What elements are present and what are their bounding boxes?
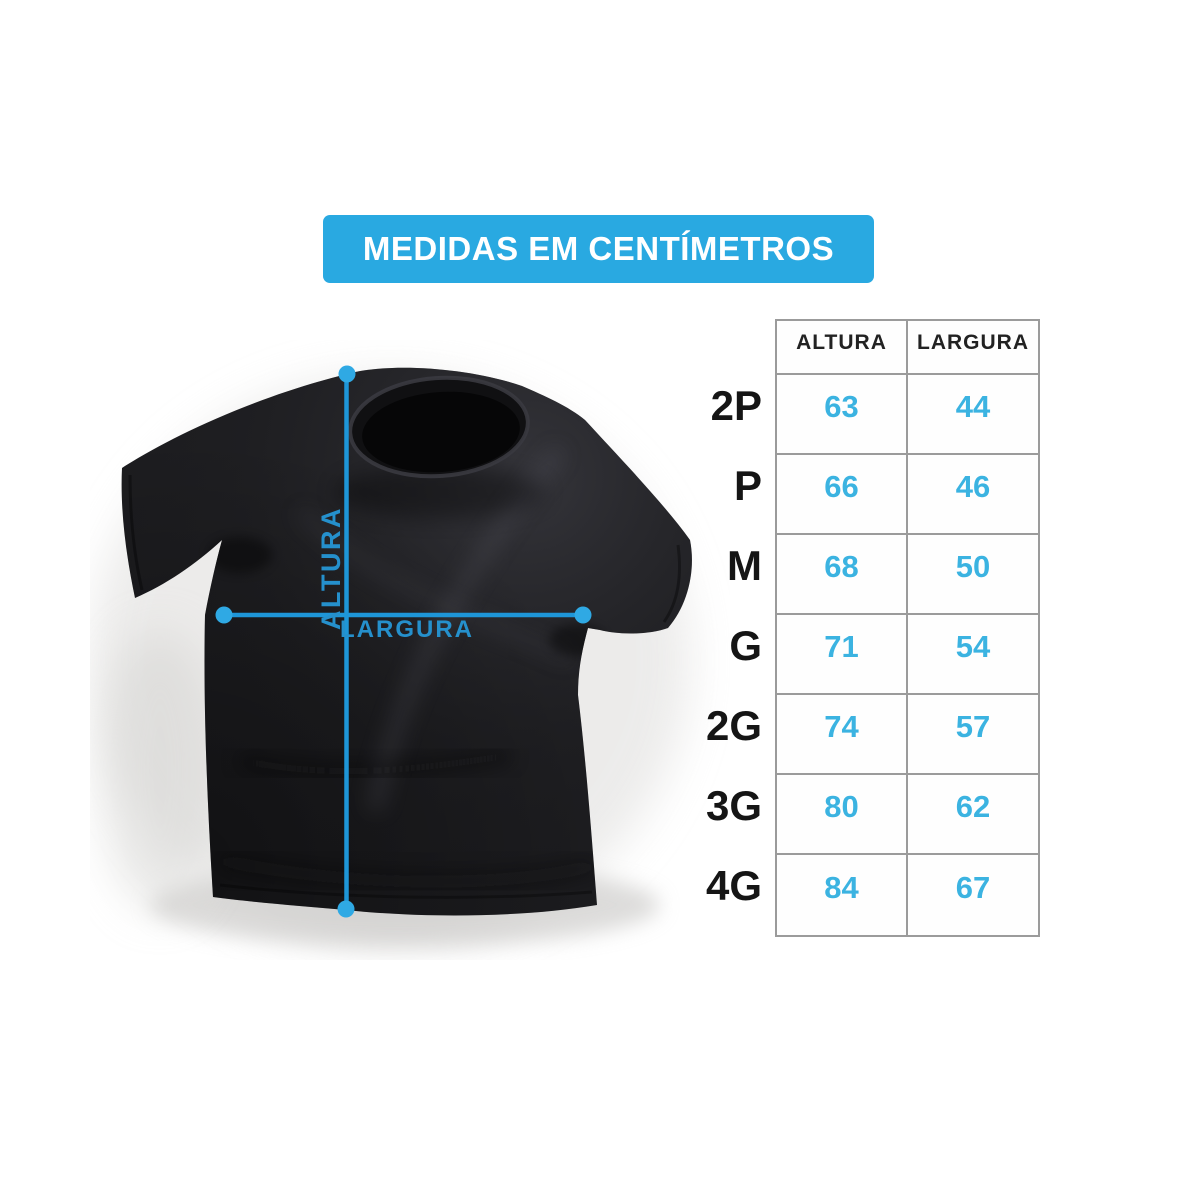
page-title: MEDIDAS EM CENTÍMETROS: [362, 230, 835, 267]
largura-line-right-dot: [574, 606, 592, 624]
cell-p-largura: 46: [908, 455, 1038, 535]
altura-line-bottom-dot: [337, 900, 355, 918]
column-header-altura: ALTURA: [777, 321, 908, 375]
size-label-g: G: [729, 622, 762, 669]
tshirt-collar: [348, 375, 530, 479]
altura-line-label: ALTURA: [316, 506, 346, 630]
size-label-2g: 2G: [705, 702, 762, 749]
altura-line-top-dot: [338, 365, 356, 383]
cell-2g-altura: 74: [777, 695, 908, 775]
size-label-m: M: [727, 542, 762, 589]
size-label-column: 2P P M G 2G 3G 4G: [640, 373, 762, 933]
cell-3g-altura: 80: [777, 775, 908, 855]
cell-m-altura: 68: [777, 535, 908, 615]
size-label-p: P: [733, 462, 762, 509]
largura-line-label: LARGURA: [340, 616, 474, 643]
cell-3g-largura: 62: [908, 775, 1038, 855]
largura-line-left-dot: [215, 606, 233, 624]
cell-4g-largura: 67: [908, 855, 1038, 935]
size-label-4g: 4G: [705, 862, 762, 909]
cell-g-altura: 71: [777, 615, 908, 695]
cell-4g-altura: 84: [777, 855, 908, 935]
cell-2p-altura: 63: [777, 375, 908, 455]
column-header-largura: LARGURA: [908, 321, 1038, 375]
cell-p-altura: 66: [777, 455, 908, 535]
size-label-3g: 3G: [705, 782, 762, 829]
size-label-2p: 2P: [710, 382, 762, 429]
cell-g-largura: 54: [908, 615, 1038, 695]
title-banner: MEDIDAS EM CENTÍMETROS: [323, 215, 874, 283]
cell-2g-largura: 57: [908, 695, 1038, 775]
measurement-overlay: ALTURA LARGURA: [215, 365, 592, 918]
size-table: ALTURA LARGURA 63 44 66 46 68 50 71 54 7…: [775, 319, 1040, 937]
cell-m-largura: 50: [908, 535, 1038, 615]
tshirt-diagram: ALTURA LARGURA: [90, 365, 692, 947]
cell-2p-largura: 44: [908, 375, 1038, 455]
